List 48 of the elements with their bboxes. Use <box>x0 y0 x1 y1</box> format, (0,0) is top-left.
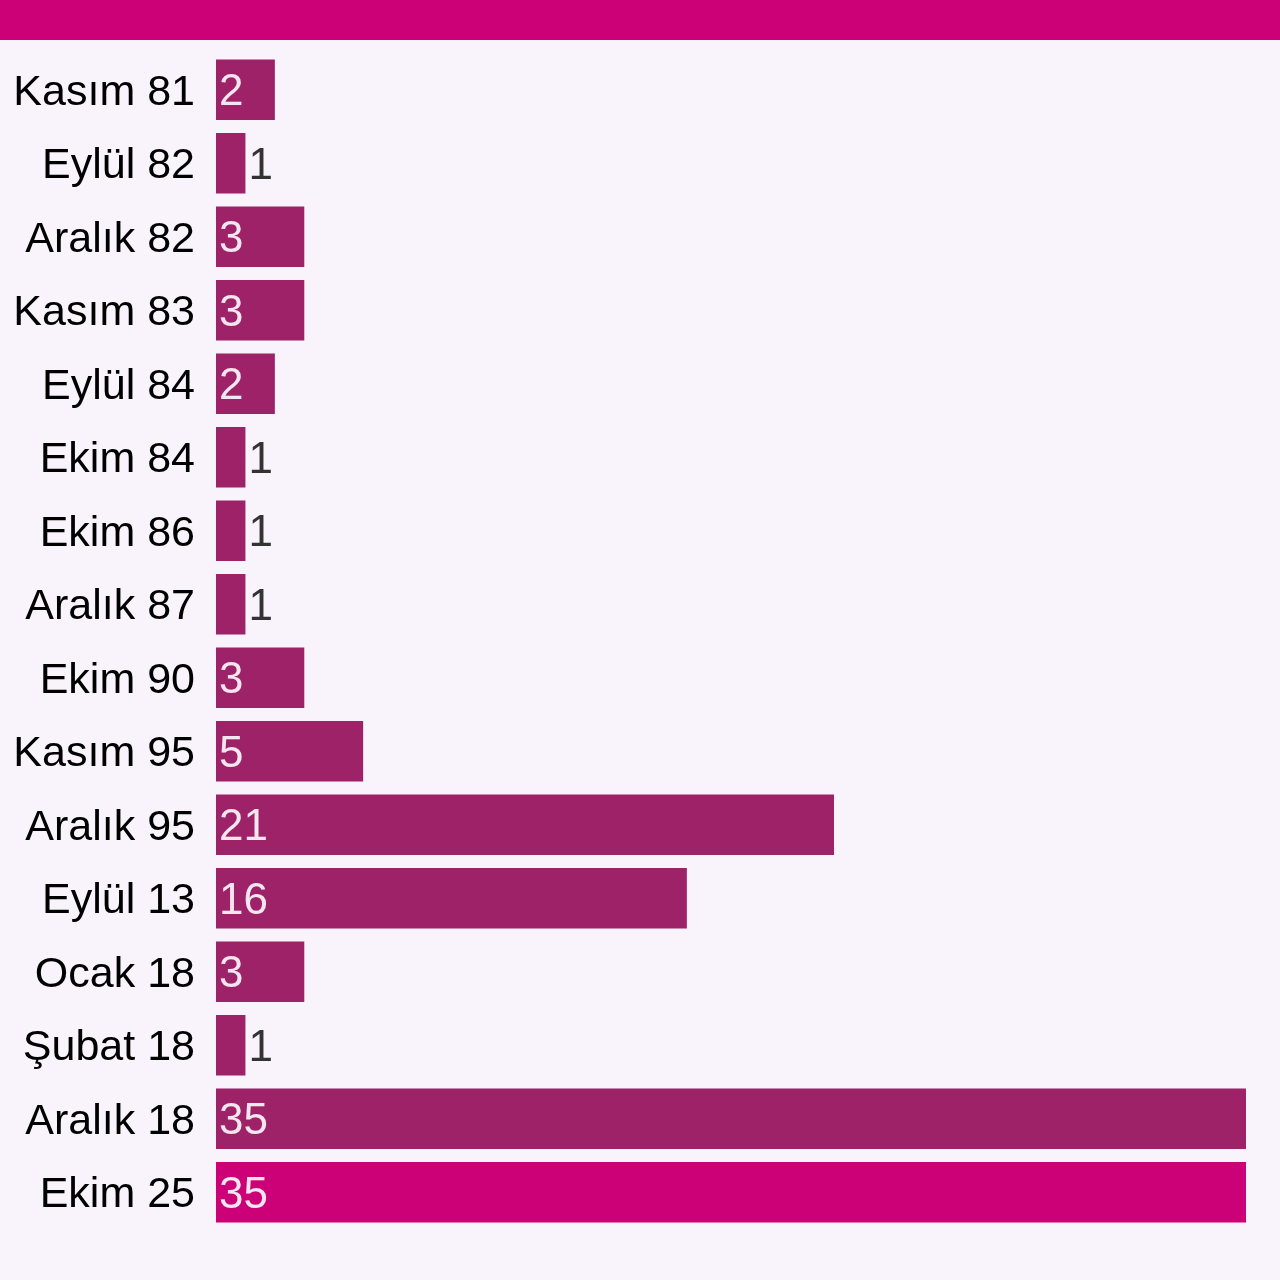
bar <box>216 794 834 855</box>
bar <box>216 427 246 488</box>
bar <box>216 647 305 708</box>
y-tick-label: Eylül 84 <box>42 359 195 408</box>
y-tick-label: Eylül 82 <box>42 139 195 188</box>
y-tick-label: Aralık 87 <box>25 580 195 629</box>
bar <box>216 206 305 267</box>
y-tick-label: Kasım 95 <box>13 727 195 776</box>
data-label: 2 <box>219 65 244 115</box>
bar <box>216 868 687 929</box>
y-tick-label: Ekim 86 <box>39 506 195 555</box>
y-tick-label: Kasım 83 <box>13 286 195 335</box>
y-tick-label: Ekim 84 <box>39 433 195 482</box>
data-label: 1 <box>248 138 273 188</box>
bar <box>216 721 364 782</box>
y-tick-label: Ocak 18 <box>34 947 195 996</box>
bar <box>216 280 305 341</box>
y-tick-label: Kasım 81 <box>13 65 195 114</box>
y-tick-label: Eylül 13 <box>42 874 195 923</box>
data-label: 5 <box>219 726 244 776</box>
bar <box>216 1162 1246 1223</box>
data-label: 3 <box>219 653 244 703</box>
y-tick-label: Aralık 95 <box>25 800 195 849</box>
data-label: 3 <box>219 285 244 335</box>
bar <box>216 500 246 561</box>
bar <box>216 353 275 414</box>
y-tick-label: Ekim 25 <box>39 1168 195 1217</box>
data-label: 16 <box>219 873 268 923</box>
bar <box>216 59 275 120</box>
data-label: 1 <box>248 432 273 482</box>
bar <box>216 941 305 1002</box>
data-label: 1 <box>248 579 273 629</box>
y-tick-label: Şubat 18 <box>22 1021 195 1070</box>
bar <box>216 574 246 635</box>
y-tick-label: Aralık 82 <box>25 212 195 261</box>
bar <box>216 1088 1246 1149</box>
bar <box>216 133 246 194</box>
y-tick-label: Ekim 90 <box>39 653 195 702</box>
data-label: 3 <box>219 212 244 262</box>
data-label: 21 <box>219 800 268 850</box>
data-label: 3 <box>219 947 244 997</box>
data-label: 1 <box>248 506 273 556</box>
data-label: 35 <box>219 1167 268 1217</box>
data-label: 1 <box>248 1020 273 1070</box>
data-label: 2 <box>219 359 244 409</box>
y-tick-label: Aralık 18 <box>25 1094 195 1143</box>
data-label: 35 <box>219 1094 268 1144</box>
bar <box>216 1015 246 1076</box>
